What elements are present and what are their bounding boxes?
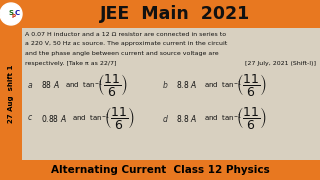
Text: [27 July, 2021 (Shift-I)]: [27 July, 2021 (Shift-I)]	[245, 60, 316, 66]
Text: $\mathit{0.88\ A}$: $\mathit{0.88\ A}$	[41, 112, 67, 123]
Text: $\mathit{88\ A}$: $\mathit{88\ A}$	[41, 80, 60, 91]
Text: $\left(\dfrac{11}{6}\right)$: $\left(\dfrac{11}{6}\right)$	[104, 105, 135, 131]
Text: $\mathit{8.8\ A}$: $\mathit{8.8\ A}$	[176, 80, 197, 91]
Text: $\left(\dfrac{11}{6}\right)$: $\left(\dfrac{11}{6}\right)$	[97, 72, 128, 98]
Text: and  $\tan^{-1}$: and $\tan^{-1}$	[204, 79, 241, 91]
Text: and the phase angle between current and source voltage are: and the phase angle between current and …	[25, 51, 219, 56]
Text: JEE  Main  2021: JEE Main 2021	[100, 5, 250, 23]
Text: and  $\tan^{-1}$: and $\tan^{-1}$	[204, 112, 241, 124]
Text: C: C	[14, 10, 20, 16]
Text: $\mathit{8.8\ A}$: $\mathit{8.8\ A}$	[176, 112, 197, 123]
FancyBboxPatch shape	[22, 28, 320, 160]
Circle shape	[0, 3, 22, 25]
Text: $\left(\dfrac{11}{6}\right)$: $\left(\dfrac{11}{6}\right)$	[236, 105, 267, 131]
FancyBboxPatch shape	[0, 28, 22, 160]
Text: $\mathit{d}$: $\mathit{d}$	[162, 112, 169, 123]
Text: a 220 V, 50 Hz ac source. The approximate current in the circuit: a 220 V, 50 Hz ac source. The approximat…	[25, 42, 227, 46]
Text: $\left(\dfrac{11}{6}\right)$: $\left(\dfrac{11}{6}\right)$	[236, 72, 267, 98]
Text: and  $\tan^{-1}$: and $\tan^{-1}$	[72, 112, 110, 124]
Text: $\mathit{c}$: $\mathit{c}$	[27, 114, 33, 123]
FancyBboxPatch shape	[0, 0, 320, 28]
Text: p: p	[12, 14, 16, 19]
Text: Alternating Current  Class 12 Physics: Alternating Current Class 12 Physics	[51, 165, 269, 175]
Text: A 0.07 H inductor and a 12 Ω resistor are connected in series to: A 0.07 H inductor and a 12 Ω resistor ar…	[25, 32, 226, 37]
Text: $\mathit{b}$: $\mathit{b}$	[162, 80, 168, 91]
Text: respectively. [Take π as 22/7]: respectively. [Take π as 22/7]	[25, 60, 116, 66]
Text: 27 Aug  shift 1: 27 Aug shift 1	[8, 65, 14, 123]
Text: $\mathit{a}$: $\mathit{a}$	[27, 80, 33, 89]
FancyBboxPatch shape	[0, 160, 320, 180]
Text: and  $\tan^{-1}$: and $\tan^{-1}$	[65, 79, 103, 91]
Text: S: S	[9, 10, 13, 16]
